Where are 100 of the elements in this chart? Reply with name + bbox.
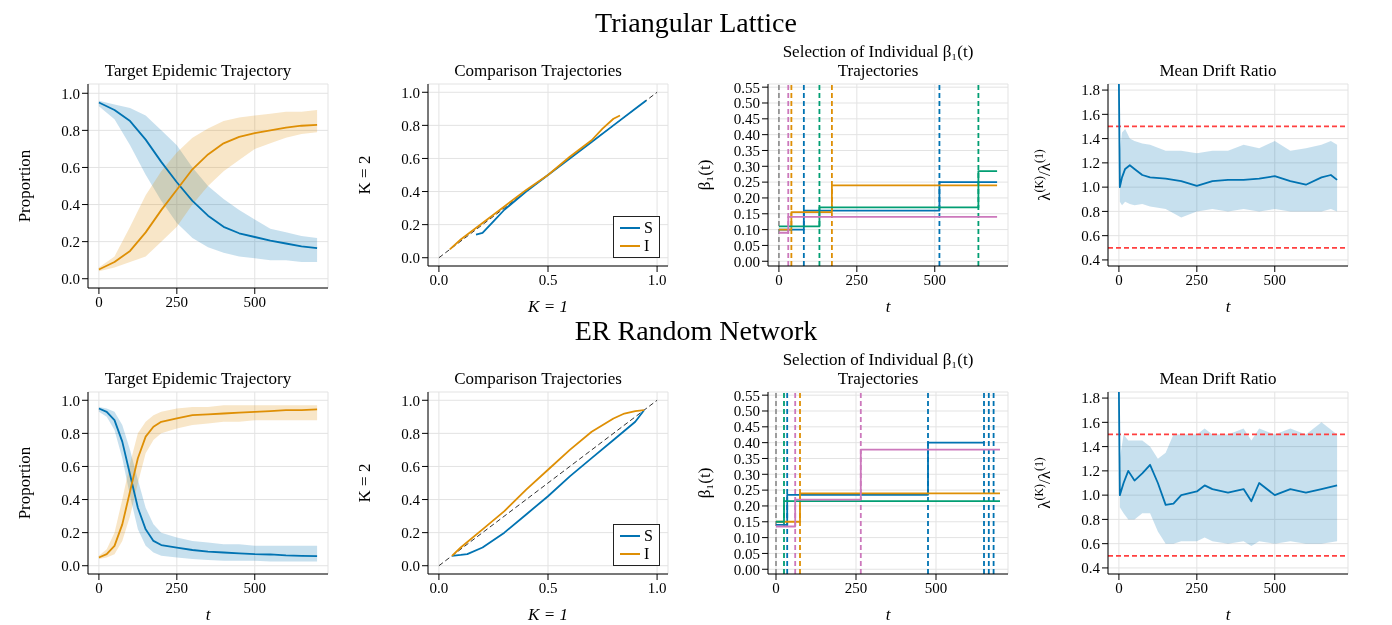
y-tick-label: 0.6 — [401, 150, 421, 167]
chart-title: Mean Drift Ratio — [1158, 60, 1278, 80]
y-tick-label: 0.6 — [401, 458, 421, 475]
y-tick-label: 1.6 — [1081, 414, 1101, 431]
y-tick-label: 0.00 — [733, 561, 760, 578]
legend-label: I — [644, 237, 650, 255]
x-tick-label: 0.0 — [429, 579, 449, 596]
y-tick-label: 0.45 — [733, 111, 760, 128]
legend-label: S — [644, 219, 653, 237]
chart-title: Comparison Trajectories — [453, 60, 623, 80]
x-tick-label: 0 — [95, 579, 103, 596]
y-tick-label: 0.10 — [733, 529, 760, 546]
y-tick-label: 0.15 — [733, 206, 760, 223]
y-tick-label: 0.6 — [1081, 227, 1101, 244]
y-tick-label: 0.8 — [61, 122, 80, 139]
x-tick-label: 0 — [1115, 579, 1123, 596]
x-tick-label: 250 — [844, 579, 868, 596]
chart-title: Selection of Individual β₁(t) Trajectories — [781, 349, 975, 388]
y-tick-label: 1.6 — [1081, 106, 1101, 123]
y-tick-label: 0.55 — [733, 387, 760, 404]
x-tick-label: 500 — [924, 579, 948, 596]
x-tick-label: 0.5 — [538, 271, 558, 288]
x-axis-title: t — [205, 605, 212, 624]
y-tick-label: 1.2 — [1081, 463, 1100, 480]
y-axis-title: Proportion — [15, 149, 34, 223]
y-tick-label: 0.4 — [401, 491, 421, 508]
y-tick-label: 0.10 — [733, 221, 760, 238]
y-tick-label: 0.4 — [61, 491, 81, 508]
y-tick-label: 0.2 — [61, 233, 80, 250]
x-tick-label: 250 — [1185, 271, 1209, 288]
x-tick-label: 0 — [1115, 271, 1123, 288]
y-tick-label: 0.25 — [733, 482, 760, 499]
y-tick-label: 0.35 — [733, 142, 760, 159]
x-tick-label: 0 — [95, 293, 103, 310]
y-tick-label: 0.00 — [733, 253, 760, 270]
y-tick-label: 0.0 — [61, 558, 80, 575]
x-tick-label: 250 — [845, 271, 869, 288]
legend-label: S — [644, 527, 653, 545]
y-tick-label: 0.8 — [401, 117, 420, 134]
x-tick-label: 250 — [1185, 579, 1209, 596]
y-tick-label: 0.40 — [733, 126, 760, 143]
x-tick-label: 250 — [165, 293, 189, 310]
y-tick-label: 0.20 — [733, 190, 760, 207]
x-tick-label: 500 — [243, 579, 266, 596]
y-tick-label: 0.55 — [733, 79, 760, 96]
y-tick-label: 0.25 — [733, 174, 760, 191]
y-tick-label: 0.2 — [401, 216, 420, 233]
y-axis-title: K = 2 — [355, 155, 374, 195]
y-axis-title: Proportion — [15, 446, 34, 520]
x-tick-label: 500 — [1263, 271, 1286, 288]
y-axis-title: K = 2 — [355, 463, 374, 503]
y-tick-label: 1.0 — [61, 392, 80, 409]
y-tick-label: 0.6 — [1081, 535, 1101, 552]
x-tick-label: 250 — [165, 579, 189, 596]
x-tick-label: 0 — [772, 579, 780, 596]
y-tick-label: 0.4 — [61, 196, 81, 213]
y-tick-label: 0.35 — [733, 450, 760, 467]
y-tick-label: 1.0 — [1081, 487, 1100, 504]
y-tick-label: 1.4 — [1081, 438, 1101, 455]
y-tick-label: 1.2 — [1081, 155, 1100, 172]
y-axis-title: β₁(t) — [695, 159, 714, 191]
y-tick-label: 0.8 — [401, 425, 420, 442]
chart-title: Target Epidemic Trajectory — [103, 368, 293, 388]
y-tick-label: 0.8 — [1081, 511, 1100, 528]
x-axis-title: t — [885, 297, 892, 316]
chart-title: Selection of Individual β₁(t) Trajectories — [781, 41, 975, 80]
y-tick-label: 0.4 — [401, 183, 421, 200]
chart-title: Target Epidemic Trajectory — [103, 60, 293, 80]
chart-title: Comparison Trajectories — [453, 368, 623, 388]
y-tick-label: 0.05 — [733, 237, 760, 254]
y-tick-label: 0.30 — [733, 158, 760, 175]
y-tick-label: 0.20 — [733, 498, 760, 515]
y-tick-label: 1.8 — [1081, 82, 1100, 99]
x-tick-label: 500 — [923, 271, 946, 288]
y-tick-label: 0.6 — [61, 458, 81, 475]
y-tick-label: 0.6 — [61, 159, 81, 176]
line-series — [448, 114, 621, 251]
x-axis-title: t — [885, 605, 892, 624]
y-tick-label: 0.05 — [733, 545, 760, 562]
y-tick-label: 0.8 — [61, 425, 80, 442]
x-tick-label: 1.0 — [647, 579, 667, 596]
y-tick-label: 1.4 — [1081, 130, 1101, 147]
line-series — [1118, 84, 1338, 189]
y-tick-label: 1.0 — [61, 85, 80, 102]
y-tick-label: 0.4 — [1081, 560, 1101, 577]
y-tick-label: 0.45 — [733, 419, 760, 436]
y-tick-label: 1.0 — [1081, 179, 1100, 196]
x-axis-title: K = 1 — [527, 605, 568, 624]
y-tick-label: 0.0 — [401, 558, 420, 575]
y-tick-label: 1.0 — [401, 84, 420, 101]
y-tick-label: 0.0 — [401, 250, 420, 267]
y-tick-label: 0.4 — [1081, 252, 1101, 269]
y-tick-label: 0.2 — [61, 524, 80, 541]
text: Triangular Lattice — [594, 7, 798, 38]
x-tick-label: 1.0 — [647, 271, 667, 288]
text: ER Random Network — [573, 315, 819, 346]
x-tick-label: 500 — [1263, 579, 1286, 596]
line-series — [451, 409, 645, 557]
y-tick-label: 0.8 — [1081, 203, 1100, 220]
chart-title: Mean Drift Ratio — [1158, 368, 1278, 388]
